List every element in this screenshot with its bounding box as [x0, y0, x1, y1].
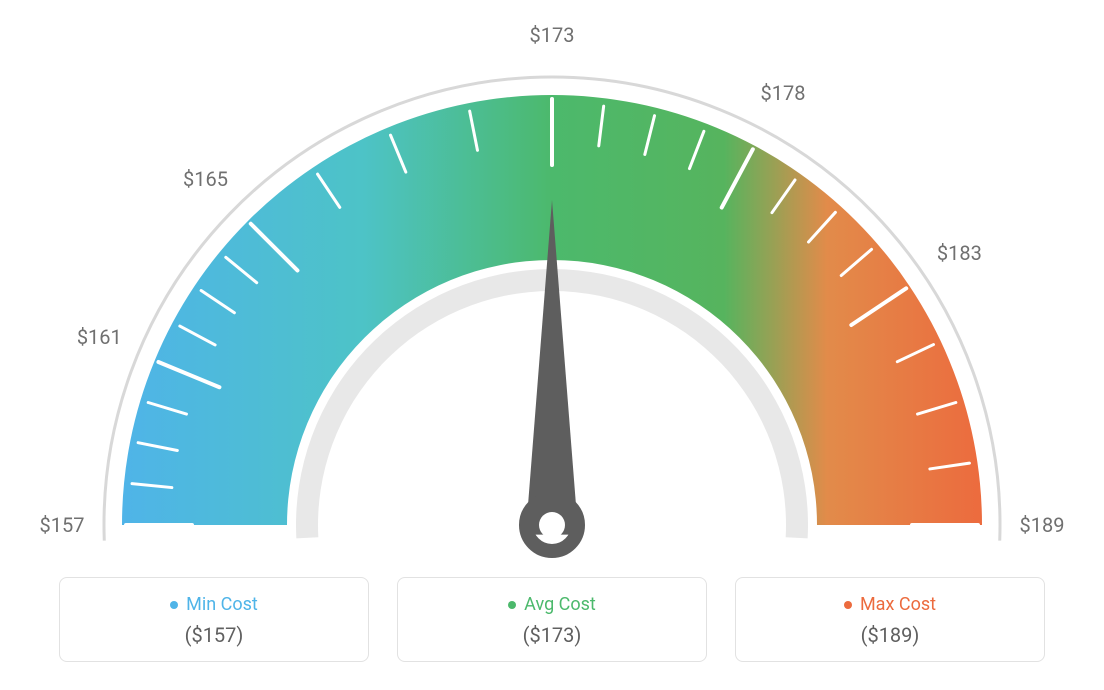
gauge-tick-label: $157 [40, 513, 85, 537]
dot-icon [508, 601, 516, 609]
dot-icon [844, 601, 852, 609]
legend-label: Max Cost [860, 594, 936, 615]
legend-value-min: ($157) [185, 623, 244, 647]
legend-value-avg: ($173) [523, 623, 582, 647]
legend-title-min: Min Cost [170, 594, 258, 615]
gauge-svg [72, 30, 1032, 570]
legend-row: Min Cost ($157) Avg Cost ($173) Max Cost… [59, 577, 1045, 662]
legend-label: Min Cost [186, 594, 258, 615]
gauge-tick-label: $189 [1020, 513, 1065, 537]
legend-value-max: ($189) [861, 623, 920, 647]
legend-title-max: Max Cost [844, 594, 936, 615]
gauge-chart: $157 $161 $165 $173 $178 $183 $189 [0, 0, 1104, 570]
legend-card-min: Min Cost ($157) [59, 577, 369, 662]
gauge-tick-label: $173 [530, 23, 575, 47]
legend-label: Avg Cost [524, 594, 596, 615]
legend-card-avg: Avg Cost ($173) [397, 577, 707, 662]
gauge-tick-label: $183 [937, 241, 982, 265]
gauge-tick-label: $161 [77, 325, 122, 349]
gauge-tick-label: $178 [761, 81, 806, 105]
legend-card-max: Max Cost ($189) [735, 577, 1045, 662]
legend-title-avg: Avg Cost [508, 594, 596, 615]
gauge-tick-label: $165 [183, 167, 228, 191]
dot-icon [170, 601, 178, 609]
